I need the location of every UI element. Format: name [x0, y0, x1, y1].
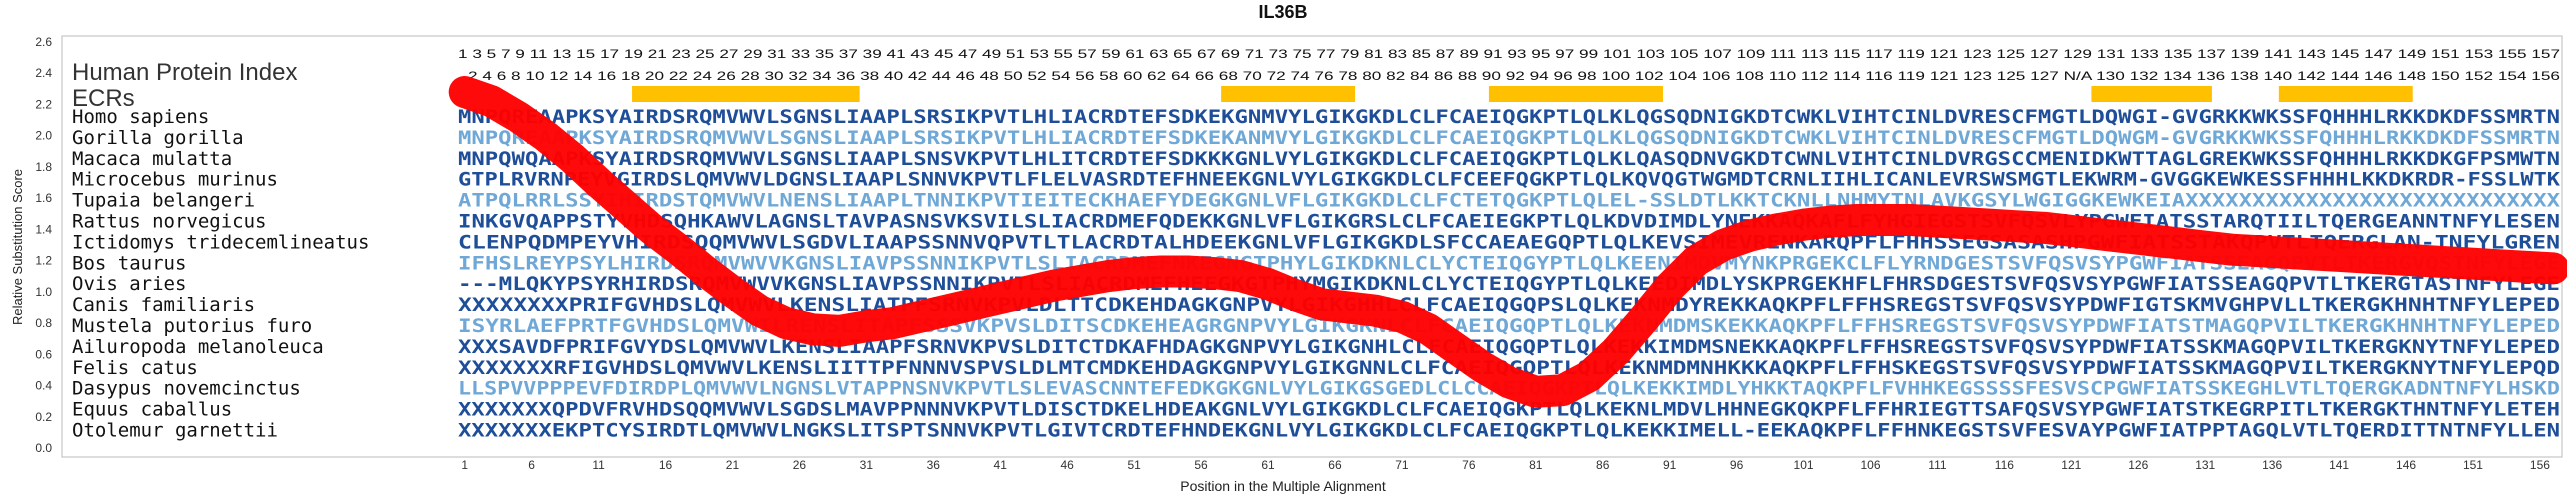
x-tick-label: 46: [1060, 458, 1074, 472]
sequence-row: MNPQWQAAPKSYAIRDSRQMVWVLSGNSLIAAPLSNSVKP…: [458, 148, 2560, 170]
species-label: Macaca mulatta: [72, 148, 232, 170]
x-tick-label: 6: [528, 458, 535, 472]
x-tick-label: 101: [1794, 458, 1814, 472]
y-tick-label: 0.2: [35, 410, 52, 424]
x-tick-label: 1: [461, 458, 468, 472]
y-tick-label: 0.8: [35, 316, 52, 330]
x-tick-label: 11: [592, 458, 605, 472]
y-tick-label: 2.6: [35, 35, 52, 49]
x-tick-label: 16: [659, 458, 673, 472]
y-tick-label: 1.0: [35, 285, 52, 299]
x-tick-label: 96: [1730, 458, 1744, 472]
x-tick-label: 51: [1127, 458, 1141, 472]
x-tick-label: 66: [1328, 458, 1342, 472]
y-tick-label: 1.8: [35, 160, 52, 174]
x-tick-label: 41: [994, 458, 1008, 472]
substitution-score-curve: [448, 76, 2567, 408]
ecr-bar: [1221, 86, 1356, 102]
ecr-bar: [2278, 86, 2413, 102]
plot-frame: [61, 35, 2563, 458]
sequence-row: INKGVQAPPSTYVHDSQHKAWVLAGNSLTAVPASNSVKSV…: [458, 211, 2560, 233]
x-tick-label: 56: [1194, 458, 1208, 472]
x-tick-label: 116: [1995, 458, 2014, 472]
x-tick-label: 126: [2128, 458, 2148, 472]
sequence-row: XXXXXXXEKPTCYSIRDTLQMVWVLNGKSLITSPTSNNVK…: [458, 420, 2560, 442]
x-tick-label: 91: [1663, 458, 1677, 472]
y-tick-label: 0.6: [35, 347, 52, 361]
x-tick-label: 151: [2463, 458, 2483, 472]
y-tick-label: 2.0: [35, 129, 52, 143]
species-label: Homo sapiens: [72, 106, 209, 128]
species-label: Tupaia belangeri: [72, 190, 255, 212]
x-tick-label: 131: [2195, 458, 2215, 472]
sequence-row: MNPQREAAPKSYAIRDSRQMVWVLSGNSLIAAPLSRSIKP…: [458, 127, 2560, 149]
x-tick-label: 71: [1395, 458, 1409, 472]
species-label: Dasypus novemcinctus: [72, 378, 301, 400]
y-axis-label: Relative Substitution Score: [10, 169, 25, 325]
x-tick-label: 36: [927, 458, 941, 472]
y-tick-label: 0.4: [35, 379, 52, 393]
sequence-row: XXXSAVDFPRIFGVYDSLQMVWVLKENSLIAAPFSRNVKP…: [458, 336, 2560, 358]
species-label: Canis familiaris: [72, 294, 255, 316]
y-axis: 0.0 0.2 0.4 0.6 0.8 1.0 1.2 1.4 1.6 1.8 2.0 2.2 2.4 2…: [35, 35, 52, 455]
sequence-row: IFHSLREYPSYLHIRDSRQMVWVVKGNSLIAVPSSNNIKP…: [458, 252, 2560, 274]
y-tick-label: 0.0: [35, 441, 52, 455]
y-tick-label: 1.6: [35, 191, 52, 205]
x-tick-label: 21: [726, 458, 740, 472]
top-index-row-2: 2 4 6 8 10 12 14 16 18 20 22 24 26 28 30…: [468, 69, 2560, 83]
species-label: Bos taurus: [72, 252, 186, 274]
species-label: Equus caballus: [72, 399, 232, 421]
species-label: Ictidomys tridecemlineatus: [72, 231, 369, 253]
sequence-row: ---MLQKYPSYRHIRDSRQMVWVVKGNSLIAVPSSNNIKP…: [458, 273, 2560, 295]
x-tick-label: 156: [2530, 458, 2550, 472]
x-tick-label: 111: [1928, 458, 1947, 472]
x-tick-label: 86: [1596, 458, 1610, 472]
species-label: Ailuropoda melanoleuca: [72, 336, 324, 358]
y-tick-label: 2.4: [35, 66, 52, 80]
sequence-row: XXXXXXXQPDVFRVHDSQQMVWVLSGDSLMAVPPNNNVKP…: [458, 399, 2560, 421]
species-label: Gorilla gorilla: [72, 127, 244, 149]
species-label: Mustela putorius furo: [72, 315, 312, 337]
x-tick-label: 26: [793, 458, 807, 472]
sequence-row: ISYRLAEFPRTFGVHDSLQMVWILRENSLITAPFSSSVKP…: [458, 315, 2560, 337]
y-tick-label: 1.2: [35, 254, 52, 268]
x-tick-label: 146: [2396, 458, 2416, 472]
x-tick-label: 61: [1261, 458, 1275, 472]
ecr-bars: [632, 86, 2413, 102]
y-tick-label: 1.4: [35, 222, 52, 236]
x-axis-label: Position in the Multiple Alignment: [1180, 478, 1386, 494]
chart-title: IL36B: [1258, 2, 1307, 22]
ecr-bar: [2091, 86, 2212, 102]
ecrs-label: ECRs: [72, 85, 135, 112]
species-label: Felis catus: [72, 357, 198, 379]
species-label: Ovis aries: [72, 273, 186, 295]
x-tick-label: 121: [2061, 458, 2081, 472]
x-tick-label: 141: [2329, 458, 2349, 472]
x-tick-label: 106: [1860, 458, 1880, 472]
ecr-bar: [632, 86, 860, 102]
sequence-row: GTPLRVRNPEYVGIRDSLQMVWVLDGNSLIAAPLSNNVKP…: [458, 169, 2561, 191]
species-label: Otolemur garnettii: [72, 420, 278, 442]
species-label: Rattus norvegicus: [72, 211, 266, 233]
y-tick-label: 2.2: [35, 97, 52, 111]
x-tick-label: 76: [1462, 458, 1476, 472]
human-protein-index-label: Human Protein Index: [72, 59, 297, 86]
sequence-row: ATPQLRRLSSYIHIRDSTQMVWVLNENSLIAAPLTNNIKP…: [458, 190, 2561, 212]
sequence-row: MNPQREAAPKSYAIRDSRQMVWVLSGNSLIAAPLSRSIKP…: [458, 106, 2560, 128]
x-tick-label: 136: [2262, 458, 2282, 472]
x-tick-label: 31: [860, 458, 874, 472]
species-label: Microcebus murinus: [72, 169, 278, 191]
ecr-bar: [1488, 86, 1663, 102]
top-index-row-1: 1 3 5 7 9 11 13 15 17 19 21 23 25 27 29 …: [458, 47, 2560, 61]
x-tick-label: 81: [1529, 458, 1543, 472]
x-axis: 1 6 11 16 21 26 31 36 41 46 51 56 61 66 71 76 81 86 91 96 10…: [461, 458, 2550, 472]
